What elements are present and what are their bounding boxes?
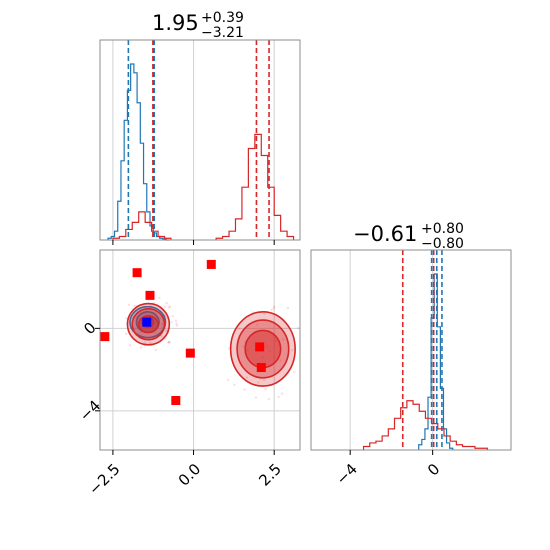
sample-dot — [167, 340, 170, 344]
sample-dot — [167, 306, 170, 309]
sample-dot — [174, 319, 178, 322]
title-top-left-plus: +0.39 — [201, 10, 244, 26]
scatter-point-1 — [206, 259, 216, 269]
sample-dot — [151, 326, 155, 329]
scatter-point-3 — [100, 332, 110, 342]
sample-dot — [238, 327, 241, 330]
scatter-point-2 — [145, 290, 155, 300]
sample-dot — [227, 347, 231, 350]
panel-bottom-right-histogram: −4 0 — [310, 249, 512, 488]
title-bottom-right-minus: −0.80 — [421, 236, 464, 252]
axes-frame — [99, 39, 301, 241]
sample-dot — [233, 383, 236, 387]
sample-dot — [245, 348, 249, 352]
br-series-0-hist — [418, 273, 454, 450]
sample-dot — [272, 305, 276, 308]
sample-dot — [254, 396, 258, 399]
sample-dot — [245, 376, 249, 379]
sample-dot — [175, 324, 179, 327]
sample-dot — [279, 359, 282, 362]
sample-dot — [256, 323, 259, 326]
sample-dot — [161, 326, 164, 329]
sample-dot — [171, 314, 174, 318]
scatter-point-4 — [185, 348, 195, 358]
sample-dot — [148, 341, 152, 345]
sample-dot — [139, 346, 143, 349]
sample-dot — [270, 308, 273, 312]
panel-top-left-histogram — [99, 39, 301, 245]
title-bottom-right-plus: +0.80 — [421, 221, 464, 237]
tl-series-1-hist — [112, 133, 295, 240]
panel-bottom-left-scatter: −2.5 0.0 2.50−4 — [76, 249, 301, 499]
sample-dot — [153, 331, 157, 335]
title-top-left-minus: −3.21 — [201, 25, 244, 41]
br-xtick-label: −4 — [333, 460, 361, 488]
scatter-point-8 — [142, 317, 152, 327]
sample-dot — [170, 320, 173, 324]
sample-dot — [297, 326, 300, 330]
axes-frame — [99, 249, 301, 451]
sample-dot — [128, 344, 132, 347]
sample-dot — [154, 311, 157, 314]
sample-dot — [281, 338, 285, 341]
sample-dot — [165, 301, 168, 305]
sample-dot — [267, 397, 270, 401]
sample-dot — [257, 381, 260, 384]
sample-dot — [125, 317, 128, 320]
sample-dot — [168, 341, 171, 344]
sample-dot — [277, 395, 280, 399]
sample-dot — [158, 296, 161, 300]
sample-dot — [163, 305, 167, 308]
sample-dot — [164, 329, 168, 332]
sample-dot — [161, 322, 165, 325]
sample-dot — [124, 332, 128, 335]
sample-dot — [268, 349, 272, 353]
sample-dot — [272, 306, 276, 310]
title-bottom-right: −0.61 +0.80 −0.80 — [353, 221, 464, 252]
sample-dot — [264, 387, 267, 391]
sample-dot — [167, 341, 171, 344]
sample-dot — [168, 305, 172, 308]
sample-dot — [242, 345, 245, 348]
sample-dot — [286, 306, 290, 310]
sample-dot — [127, 303, 131, 306]
title-bottom-right-value: −0.61 — [353, 222, 417, 246]
sample-dot — [160, 323, 164, 326]
scatter-point-5 — [171, 396, 181, 406]
sample-dot — [274, 339, 278, 342]
sample-dot — [262, 379, 266, 382]
bl-xtick-label: −2.5 — [85, 460, 123, 498]
title-top-left-value: 1.95 — [152, 11, 199, 35]
sample-dot — [175, 322, 178, 325]
sample-dot — [293, 370, 296, 374]
sample-dot — [143, 341, 146, 344]
br-series-1-hist — [362, 400, 488, 450]
sample-dot — [154, 349, 158, 352]
sample-dot — [139, 331, 143, 334]
sample-dot — [265, 345, 268, 348]
bl-xtick-label: 2.5 — [255, 460, 285, 490]
sample-dot — [262, 312, 266, 316]
br-xtick-label: 0 — [424, 460, 443, 479]
sample-dot — [133, 327, 137, 331]
sample-dot — [133, 304, 136, 308]
sample-dot — [227, 378, 230, 382]
axes-frame — [310, 249, 512, 451]
scatter-point-6 — [255, 342, 265, 352]
sample-dot — [243, 388, 246, 391]
title-top-left: 1.95 +0.39 −3.21 — [152, 10, 244, 41]
sample-dot — [280, 392, 284, 395]
sample-dot — [261, 356, 265, 359]
scatter-point-0 — [132, 268, 142, 278]
bl-xtick-label: 0.0 — [175, 460, 205, 490]
scatter-point-7 — [256, 363, 266, 373]
sample-dot — [160, 335, 164, 338]
sample-dot — [291, 349, 294, 352]
